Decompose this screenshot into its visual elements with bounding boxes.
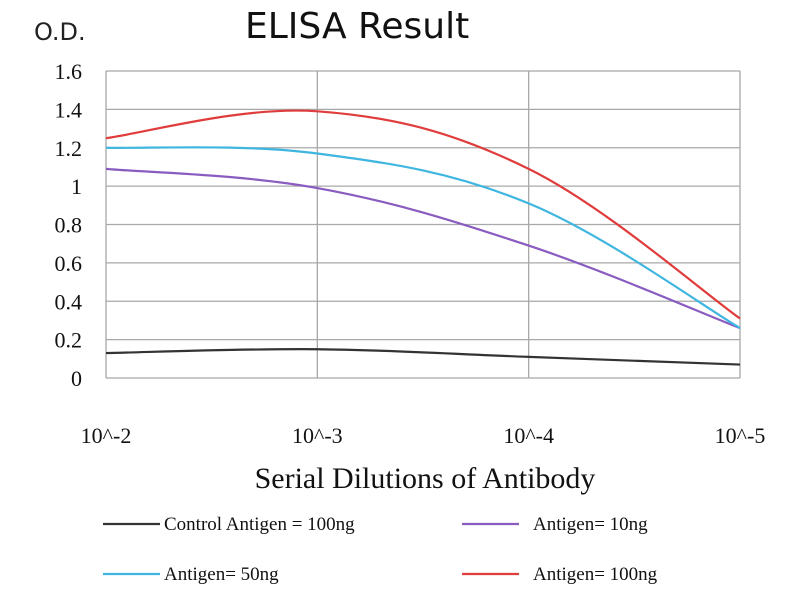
legend-label: Antigen= 50ng — [164, 564, 279, 585]
series-line-4 — [105, 109, 741, 320]
plot-grid — [105, 70, 741, 379]
series-lines — [105, 109, 741, 366]
x-tick-label: 10^-2 — [81, 423, 132, 448]
x-tick-labels: 10^-2 10^-3 10^-4 10^-5 — [81, 423, 766, 448]
y-tick-label: 0.8 — [55, 213, 83, 238]
x-tick-label: 10^-3 — [292, 423, 343, 448]
series-line-2 — [105, 167, 741, 330]
legend-label: Antigen= 100ng — [533, 564, 658, 585]
x-axis-label: Serial Dilutions of Antibody — [255, 462, 596, 495]
y-tick-labels: 0 0.2 0.4 0.6 0.8 1 1.2 1.4 1.6 — [55, 59, 83, 391]
series-line-1 — [105, 348, 741, 366]
x-tick-label: 10^-5 — [715, 423, 766, 448]
y-tick-label: 0.2 — [55, 328, 83, 353]
y-tick-label: 0 — [71, 366, 82, 391]
y-tick-label: 0.4 — [55, 289, 83, 314]
y-tick-label: 1.4 — [55, 97, 83, 122]
y-axis-label: O.D. — [34, 18, 86, 46]
legend-label: Control Antigen = 100ng — [164, 514, 355, 535]
series-line-3 — [105, 146, 741, 330]
y-tick-label: 0.6 — [55, 251, 83, 276]
x-tick-label: 10^-4 — [503, 423, 554, 448]
legend: Control Antigen = 100ng Antigen= 10ng Anti… — [103, 514, 658, 585]
y-tick-label: 1 — [71, 174, 82, 199]
legend-label: Antigen= 10ng — [533, 514, 648, 535]
y-tick-label: 1.2 — [55, 136, 83, 161]
chart-title: ELISA Result — [245, 6, 469, 47]
y-tick-label: 1.6 — [55, 59, 83, 84]
